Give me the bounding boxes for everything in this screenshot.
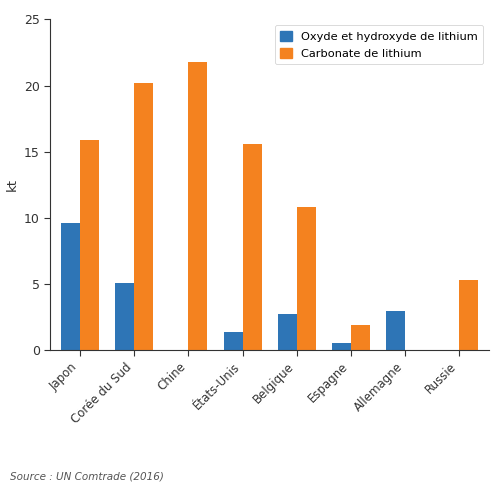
Bar: [224, 332, 242, 350]
Bar: [297, 207, 316, 350]
Bar: [115, 282, 134, 350]
Text: Source : UN Comtrade (2016): Source : UN Comtrade (2016): [10, 471, 164, 481]
Bar: [61, 223, 80, 350]
Bar: [242, 144, 262, 350]
Bar: [134, 83, 153, 350]
Bar: [80, 140, 99, 350]
Bar: [188, 62, 207, 350]
Legend: Oxyde et hydroxyde de lithium, Carbonate de lithium: Oxyde et hydroxyde de lithium, Carbonate…: [275, 25, 483, 64]
Bar: [351, 325, 370, 350]
Bar: [332, 343, 351, 350]
Bar: [459, 280, 478, 350]
Bar: [386, 311, 405, 350]
Y-axis label: kt: kt: [6, 178, 19, 191]
Bar: [278, 314, 297, 350]
